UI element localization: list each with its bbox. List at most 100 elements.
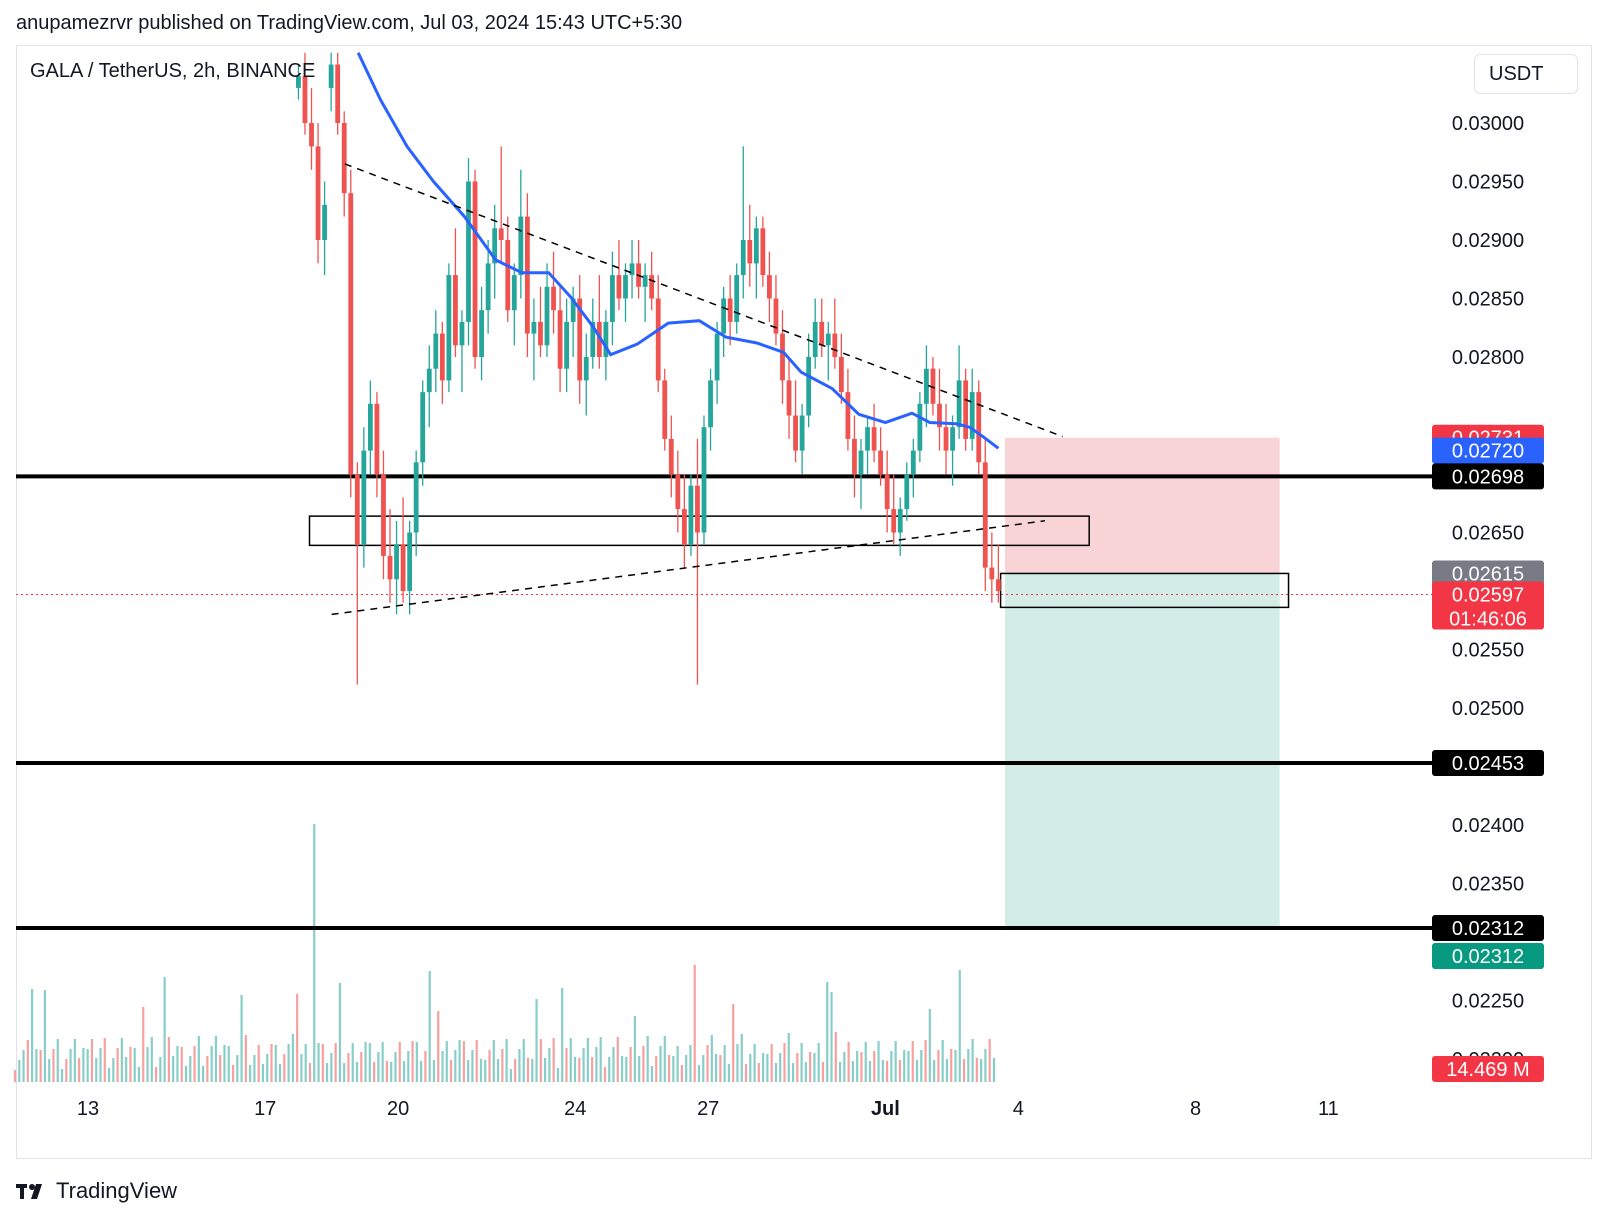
volume-bar bbox=[526, 1058, 530, 1082]
volume-bar bbox=[971, 1039, 974, 1082]
candle-body bbox=[917, 403, 923, 451]
volume-bar bbox=[454, 1050, 457, 1082]
volume-bar bbox=[535, 999, 538, 1082]
candle-body bbox=[649, 275, 655, 299]
volume-bar bbox=[398, 1042, 401, 1082]
candle-body bbox=[780, 333, 785, 381]
volume-bar bbox=[227, 1046, 230, 1082]
volume-bar bbox=[95, 1058, 98, 1082]
volume-bar bbox=[586, 1038, 589, 1082]
volume-bar bbox=[749, 1054, 752, 1082]
volume-bar bbox=[719, 1055, 722, 1082]
time-tick-label: 17 bbox=[254, 1098, 276, 1120]
time-tick-label: 27 bbox=[697, 1098, 719, 1120]
volume-bar bbox=[116, 1048, 119, 1082]
volume-bar bbox=[732, 1004, 735, 1082]
volume-bar bbox=[924, 1040, 927, 1082]
candle-body bbox=[708, 380, 713, 428]
candle-body bbox=[590, 321, 596, 357]
candle-body bbox=[518, 216, 524, 276]
candle-body bbox=[367, 403, 373, 451]
volume-bar bbox=[813, 1053, 816, 1082]
candle-body bbox=[459, 321, 465, 346]
volume-bar bbox=[625, 1057, 628, 1082]
volume-bar bbox=[885, 1061, 889, 1082]
candle-body bbox=[361, 450, 367, 545]
price-tick-label: 0.02850 bbox=[1452, 289, 1524, 311]
time-tick-label: 11 bbox=[1318, 1098, 1339, 1120]
candle-body bbox=[897, 509, 903, 533]
volume-bar bbox=[317, 1043, 320, 1082]
price-label-box bbox=[1432, 749, 1544, 776]
volume-bar bbox=[680, 1065, 683, 1082]
moving-average-line[interactable] bbox=[356, 52, 1000, 450]
price-tick-label: 0.03000 bbox=[1452, 113, 1524, 135]
volume-bar bbox=[514, 1059, 517, 1082]
volume-bar bbox=[509, 1069, 512, 1082]
volume-bar bbox=[394, 1052, 397, 1082]
candle-body bbox=[335, 64, 341, 123]
footer-brand[interactable]: TradingView bbox=[16, 1177, 177, 1205]
volume-bar bbox=[449, 1060, 453, 1082]
volume-bar bbox=[744, 1064, 748, 1082]
volume-bar bbox=[787, 1033, 790, 1082]
volume-bar bbox=[214, 1036, 218, 1082]
moving-average-layer bbox=[356, 52, 1000, 450]
volume-bar bbox=[620, 1056, 624, 1082]
volume-bar bbox=[821, 1062, 825, 1082]
volume-bar bbox=[428, 971, 431, 1082]
candle-body bbox=[374, 403, 380, 474]
currency-button[interactable]: USDT bbox=[1474, 54, 1578, 94]
volume-bar bbox=[313, 824, 316, 1082]
volume-bar bbox=[381, 1042, 384, 1082]
volume-bar bbox=[663, 1036, 666, 1082]
symbol-title[interactable]: GALA / TetherUS, 2h, BINANCE bbox=[30, 60, 316, 82]
volume-bar bbox=[582, 1048, 585, 1082]
candle-body bbox=[623, 275, 628, 299]
candle-body bbox=[583, 357, 589, 381]
candles-layer bbox=[296, 52, 1001, 685]
stop-loss-zone[interactable] bbox=[1005, 437, 1280, 574]
ascending-support-trendline[interactable] bbox=[331, 520, 1045, 616]
volume-bar bbox=[300, 1054, 303, 1082]
volume-bar bbox=[120, 1038, 123, 1082]
price-tick-label: 0.02550 bbox=[1452, 640, 1524, 662]
volume-bar bbox=[351, 1043, 354, 1082]
candle-body bbox=[956, 380, 962, 428]
volume-layer bbox=[13, 824, 996, 1082]
volume-bar bbox=[308, 1063, 312, 1082]
candle-body bbox=[910, 450, 916, 474]
candle-body bbox=[570, 298, 576, 322]
volume-bar bbox=[325, 1063, 329, 1082]
volume-bar bbox=[159, 1057, 162, 1082]
volume-bar bbox=[364, 1042, 367, 1082]
price-tick-label: 0.02500 bbox=[1452, 698, 1524, 720]
volume-bar bbox=[958, 970, 961, 1082]
candle-body bbox=[524, 216, 530, 334]
candle-body bbox=[315, 146, 321, 240]
volume-bar bbox=[941, 1040, 944, 1082]
volume-bar bbox=[774, 1063, 778, 1082]
volume-bar bbox=[907, 1051, 910, 1082]
price-tick-label: 0.02900 bbox=[1452, 230, 1524, 252]
volume-bar bbox=[343, 1063, 346, 1082]
volume-bar bbox=[56, 1039, 59, 1082]
candle-body bbox=[852, 438, 857, 474]
take-profit-zone[interactable] bbox=[1005, 573, 1280, 928]
volume-bar bbox=[73, 1039, 76, 1082]
descending-resistance-trendline[interactable] bbox=[344, 163, 1063, 438]
time-tick-label: 8 bbox=[1190, 1098, 1201, 1120]
volume-bar bbox=[347, 1053, 350, 1082]
volume-bar bbox=[257, 1045, 260, 1082]
volume-bar bbox=[591, 1057, 594, 1082]
candle-body bbox=[891, 509, 897, 533]
price-label-box bbox=[1432, 942, 1544, 969]
candle-body bbox=[505, 240, 511, 311]
price-label-text: 0.02698 bbox=[1452, 466, 1524, 488]
volume-bar bbox=[800, 1043, 803, 1082]
volume-bar bbox=[334, 1043, 337, 1082]
volume-bar bbox=[830, 992, 833, 1082]
candle-body bbox=[688, 485, 694, 545]
volume-bar bbox=[103, 1038, 106, 1082]
